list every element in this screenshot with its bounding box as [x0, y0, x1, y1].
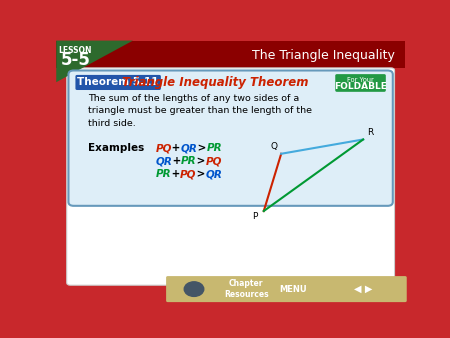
Text: ◀ ▶: ◀ ▶: [354, 284, 372, 294]
Text: 5-5: 5-5: [60, 51, 90, 69]
Text: Examples: Examples: [88, 143, 144, 153]
Text: +: +: [169, 156, 184, 166]
Text: LESSON: LESSON: [58, 46, 92, 55]
FancyBboxPatch shape: [166, 276, 407, 302]
Text: PQ: PQ: [156, 143, 172, 153]
Text: >: >: [194, 143, 210, 153]
Circle shape: [184, 282, 204, 296]
Text: PQ: PQ: [180, 169, 197, 179]
Text: +: +: [168, 143, 184, 153]
Text: PR: PR: [206, 143, 222, 153]
Polygon shape: [56, 41, 133, 82]
Text: MENU: MENU: [279, 285, 307, 294]
Text: Chapter
Resources: Chapter Resources: [224, 279, 269, 299]
Text: PQ: PQ: [206, 156, 222, 166]
FancyBboxPatch shape: [335, 74, 386, 92]
Text: >: >: [193, 156, 209, 166]
Text: P: P: [252, 212, 257, 221]
Text: +: +: [168, 169, 184, 179]
Text: For Your: For Your: [347, 77, 374, 83]
Text: Triangle Inequality Theorem: Triangle Inequality Theorem: [122, 76, 308, 89]
Text: PR: PR: [156, 169, 171, 179]
Text: Q: Q: [270, 142, 277, 151]
Text: Theorem 5.11: Theorem 5.11: [77, 77, 159, 88]
FancyBboxPatch shape: [56, 41, 405, 68]
Text: QR: QR: [181, 143, 198, 153]
FancyBboxPatch shape: [76, 75, 161, 90]
Text: QR: QR: [156, 156, 172, 166]
FancyBboxPatch shape: [68, 71, 393, 206]
Text: The Triangle Inequality: The Triangle Inequality: [252, 49, 395, 62]
Text: QR: QR: [205, 169, 222, 179]
Text: >: >: [193, 169, 209, 179]
Text: PR: PR: [181, 156, 197, 166]
Text: The sum of the lengths of any two sides of a
triangle must be greater than the l: The sum of the lengths of any two sides …: [88, 94, 312, 128]
Text: FOLDABLE: FOLDABLE: [334, 82, 387, 91]
Text: R: R: [367, 128, 373, 137]
FancyBboxPatch shape: [67, 68, 395, 285]
